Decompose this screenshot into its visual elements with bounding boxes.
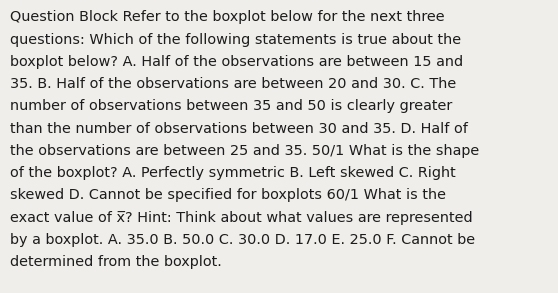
Text: number of observations between 35 and 50 is clearly greater: number of observations between 35 and 50…	[10, 99, 453, 113]
Text: by a boxplot. A. 35.0 B. 50.0 C. 30.0 D. 17.0 E. 25.0 F. Cannot be: by a boxplot. A. 35.0 B. 50.0 C. 30.0 D.…	[10, 233, 475, 247]
Text: the observations are between 25 and 35. 50/1 What is the shape: the observations are between 25 and 35. …	[10, 144, 479, 158]
Text: determined from the boxplot.: determined from the boxplot.	[10, 255, 222, 269]
Text: Question Block Refer to the boxplot below for the next three: Question Block Refer to the boxplot belo…	[10, 10, 445, 24]
Text: 35. B. Half of the observations are between 20 and 30. C. The: 35. B. Half of the observations are betw…	[10, 77, 456, 91]
Text: of the boxplot? A. Perfectly symmetric B. Left skewed C. Right: of the boxplot? A. Perfectly symmetric B…	[10, 166, 456, 180]
Text: skewed D. Cannot be specified for boxplots 60/1 What is the: skewed D. Cannot be specified for boxplo…	[10, 188, 446, 202]
Text: questions: Which of the following statements is true about the: questions: Which of the following statem…	[10, 33, 461, 47]
Text: boxplot below? A. Half of the observations are between 15 and: boxplot below? A. Half of the observatio…	[10, 55, 463, 69]
Text: than the number of observations between 30 and 35. D. Half of: than the number of observations between …	[10, 122, 468, 136]
Text: exact value of x̅? Hint: Think about what values are represented: exact value of x̅? Hint: Think about wha…	[10, 211, 473, 225]
